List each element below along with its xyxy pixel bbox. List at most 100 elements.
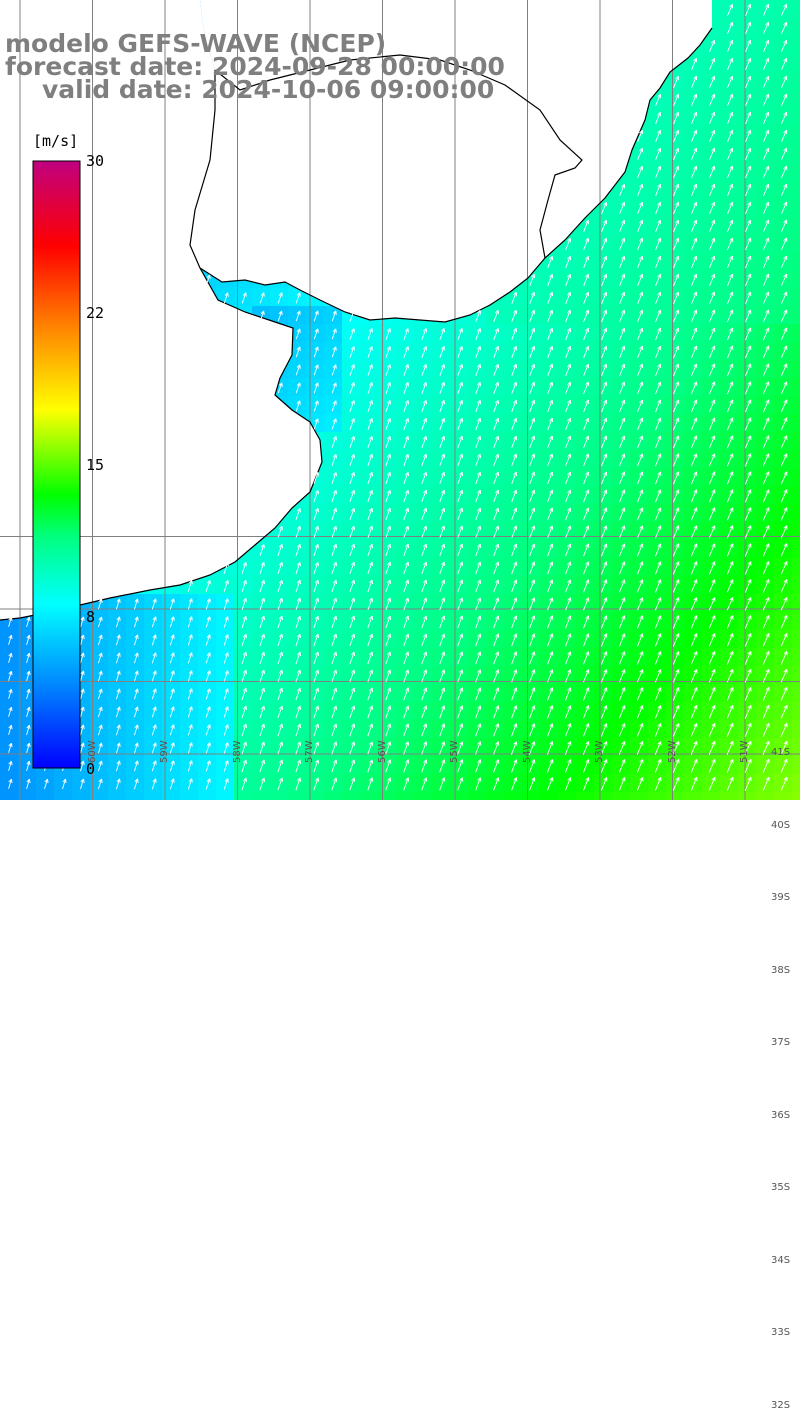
wind-cell [720,144,739,163]
wind-arrow [529,507,536,521]
wind-arrow [600,669,608,683]
wind-cell [702,360,721,379]
wind-cell [576,594,595,613]
wind-cell [522,486,541,505]
wind-cell [558,432,577,451]
wind-arrow [529,615,536,629]
wind-arrow [259,292,265,304]
wind-arrow [313,723,320,737]
wind-cell [558,594,577,613]
wind-cell [738,576,757,595]
wind-cell [792,504,800,523]
wind-cell [702,612,721,631]
wind-arrow [529,453,536,467]
wind-arrow [331,525,337,538]
wind-cell [756,540,775,559]
wind-cell [396,360,415,379]
wind-cell [540,774,559,793]
wind-cell [738,594,757,613]
wind-cell [720,702,739,721]
wind-arrow [600,705,608,719]
wind-cell [198,792,217,800]
wind-cell [432,630,451,649]
wind-cell [576,396,595,415]
wind-arrow [151,616,157,628]
wind-arrow [493,525,500,539]
wind-cell [504,360,523,379]
wind-arrow [565,471,572,485]
wind-cell [702,630,721,649]
wind-arrow [600,759,608,773]
wind-arrow [475,471,482,485]
wind-cell [702,144,721,163]
wind-arrow [637,381,644,395]
wind-arrow [637,291,644,305]
wind-arrow [421,417,427,430]
wind-cell [630,468,649,487]
wind-cell [522,324,541,343]
wind-cell [720,18,739,37]
wind-arrow [493,489,500,503]
wind-cell [234,558,253,577]
wind-cell [324,558,343,577]
wind-arrow [727,57,734,70]
wind-arrow [601,471,608,485]
wind-cell [468,504,487,523]
wind-cell [198,576,217,595]
wind-arrow [115,598,121,610]
wind-cell [774,324,793,343]
wind-cell [666,144,685,163]
wind-arrow [780,273,788,287]
wind-cell [720,180,739,199]
wind-arrow [259,759,265,773]
wind-arrow [691,165,698,179]
wind-cell [288,792,307,800]
wind-arrow [654,669,662,683]
wind-arrow [744,147,752,161]
wind-cell [450,360,469,379]
wind-arrow [475,453,482,467]
longitude-label: 53W [594,740,605,763]
wind-cell [540,666,559,685]
wind-arrow [672,507,680,521]
wind-arrow [690,399,698,413]
wind-arrow [726,399,734,413]
wind-arrow [744,381,752,395]
wind-cell [504,540,523,559]
wind-cell [144,612,163,631]
wind-arrow [493,435,500,449]
wind-cell [720,792,739,800]
wind-arrow [619,327,626,341]
wind-cell [756,288,775,307]
wind-arrow [708,507,716,521]
wind-arrow [600,615,608,629]
wind-cell [450,486,469,505]
wind-cell [666,612,685,631]
wind-arrow [654,471,662,485]
wind-arrow [727,111,734,124]
wind-cell [216,792,235,800]
wind-cell [720,774,739,793]
wind-cell [540,792,559,800]
wind-cell [252,648,271,667]
wind-cell [702,270,721,289]
wind-cell [522,684,541,703]
wind-cell [684,684,703,703]
wind-cell [378,522,397,541]
wind-arrow [385,723,392,737]
wind-cell [558,252,577,271]
wind-arrow [547,273,554,286]
wind-cell [756,414,775,433]
wind-arrow [636,723,644,737]
wind-cell [234,684,253,703]
wind-cell [486,342,505,361]
wind-cell [630,648,649,667]
wind-cell [378,774,397,793]
wind-cell [666,72,685,91]
wind-arrow [133,634,139,646]
wind-cell [630,414,649,433]
wind-cell [522,630,541,649]
wind-cell [36,792,55,800]
wind-cell [324,576,343,595]
colorbar-tick-30: 30 [86,152,105,170]
